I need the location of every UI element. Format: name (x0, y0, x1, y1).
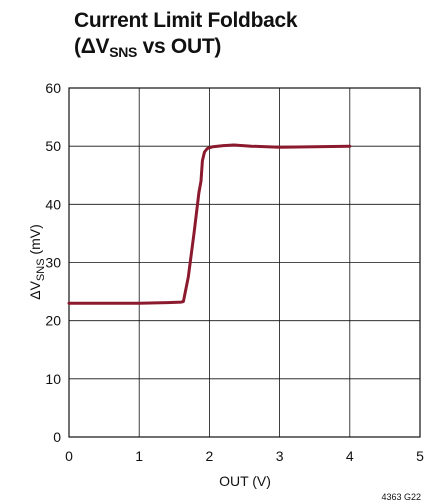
x-tick-label: 2 (206, 448, 214, 464)
chart-title-line-2-subscript: SNS (109, 44, 138, 60)
x-tick-label: 3 (276, 448, 284, 464)
figure-id: 4363 G22 (381, 492, 421, 502)
y-axis-label-subscript: SNS (35, 258, 47, 281)
y-axis-label: ΔVSNS (mV) (27, 224, 47, 300)
chart-title-line-1: Current Limit Foldback (74, 9, 298, 32)
x-axis-label: OUT (V) (219, 473, 271, 489)
chart-title-line-2-suffix: vs OUT) (137, 35, 222, 58)
y-axis-label-suffix: (mV) (27, 224, 43, 258)
y-tick-label: 10 (45, 371, 61, 387)
chart-title-line-2: (ΔVSNS vs OUT) (74, 34, 297, 60)
y-tick-label: 50 (45, 138, 61, 154)
y-tick-label: 20 (45, 313, 61, 329)
x-tick-label: 0 (65, 448, 73, 464)
y-tick-label: 0 (53, 429, 61, 445)
y-tick-labels: 0 10 20 30 40 50 60 (45, 80, 61, 445)
y-tick-label: 40 (45, 196, 61, 212)
y-tick-label: 30 (45, 255, 61, 271)
y-tick-label: 60 (45, 80, 61, 96)
x-tick-label: 4 (346, 448, 354, 464)
y-axis-label-prefix: ΔV (27, 280, 43, 299)
grid-lines (69, 88, 420, 437)
x-tick-labels: 0 1 2 3 4 5 (65, 448, 424, 464)
series-line (67, 143, 352, 305)
x-tick-label: 5 (416, 448, 424, 464)
plot-frame (68, 87, 421, 438)
x-tick-label: 1 (135, 448, 143, 464)
chart-title-line-2-prefix: (ΔV (74, 35, 110, 58)
chart-title: Current Limit Foldback (ΔVSNS vs OUT) (74, 8, 298, 60)
